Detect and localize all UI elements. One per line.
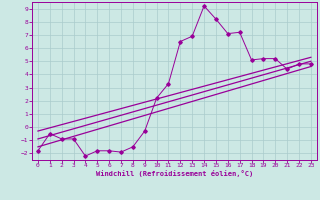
- X-axis label: Windchill (Refroidissement éolien,°C): Windchill (Refroidissement éolien,°C): [96, 170, 253, 177]
